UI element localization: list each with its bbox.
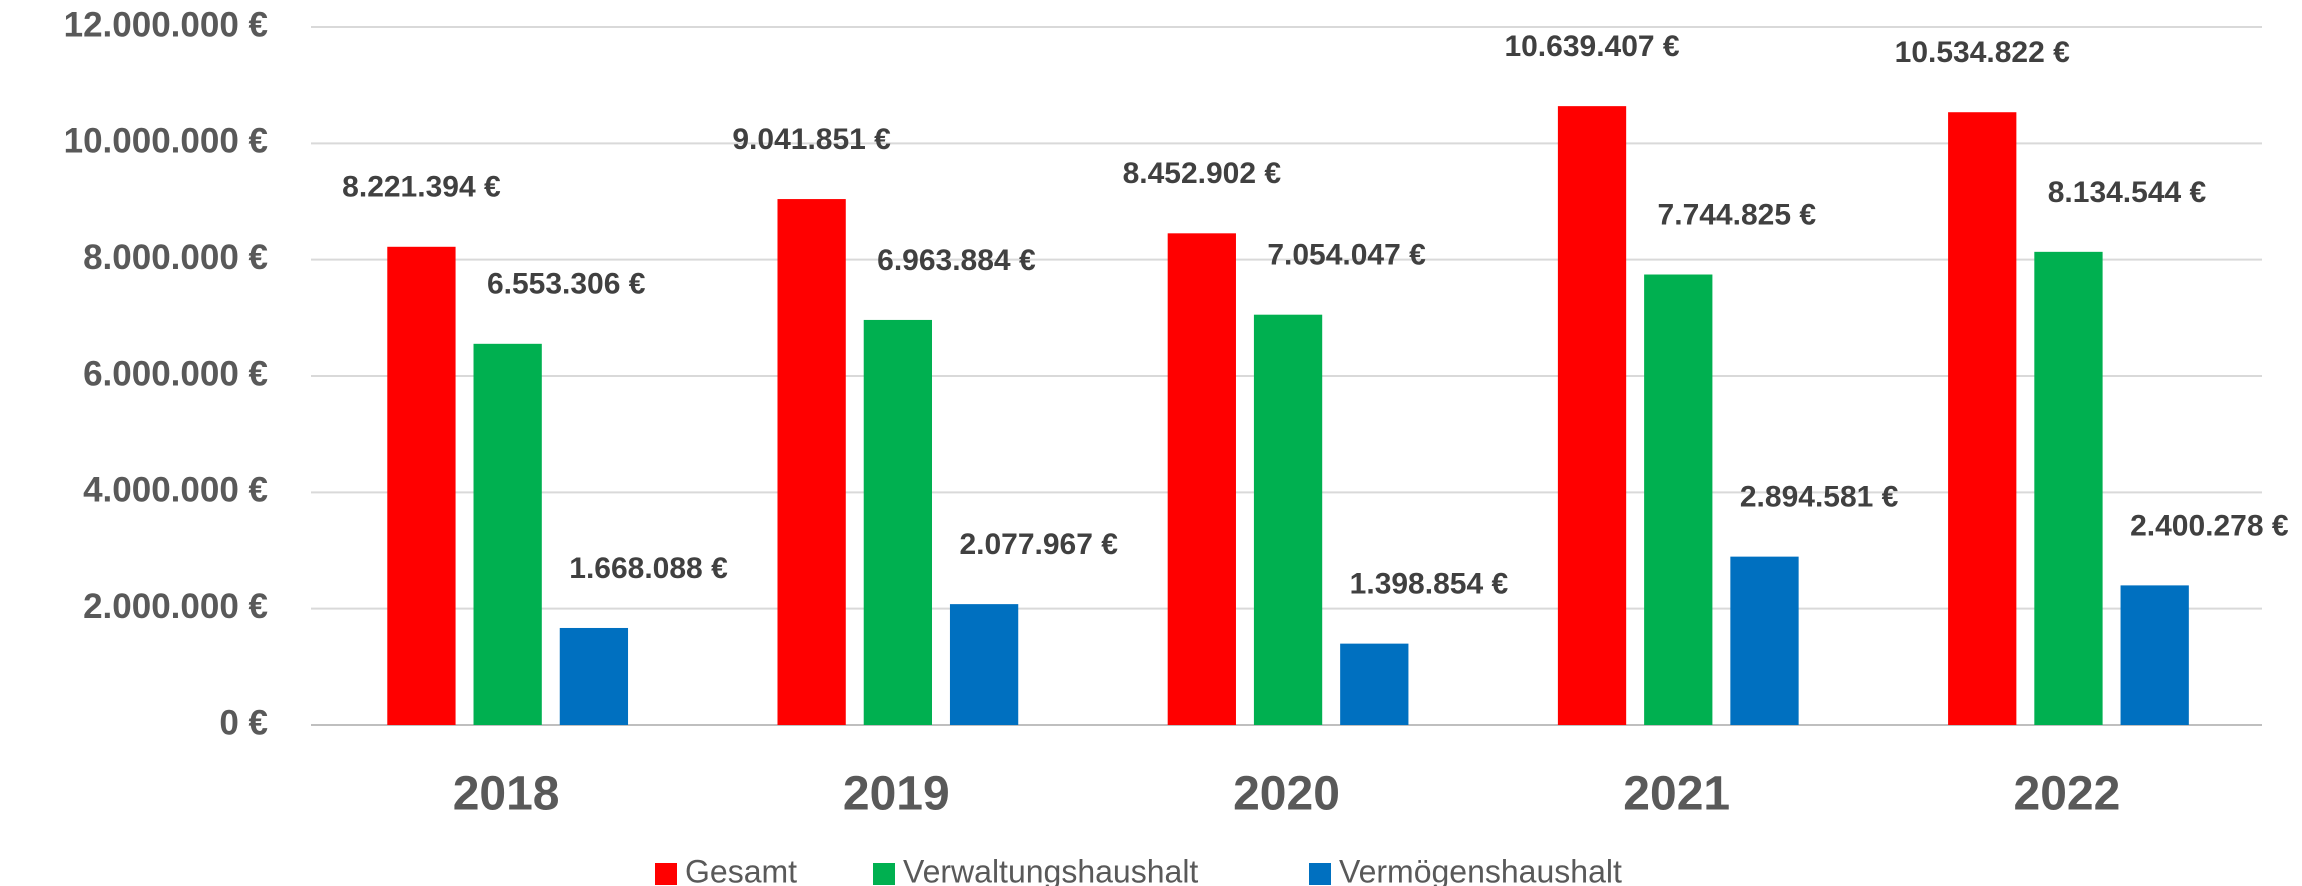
value-label: 1.398.854 € bbox=[1350, 568, 1509, 601]
value-label: 10.534.822 € bbox=[1895, 36, 2070, 69]
bar bbox=[1167, 233, 1236, 725]
legend-swatch bbox=[873, 863, 895, 885]
value-label: 8.221.394 € bbox=[342, 171, 501, 204]
legend-label: Verwaltungshaushalt bbox=[903, 853, 1198, 886]
legend-label: Vermögenshaushalt bbox=[1339, 853, 1622, 886]
bar bbox=[1557, 106, 1627, 725]
legend-swatch bbox=[1309, 863, 1331, 885]
x-tick-label: 2022 bbox=[2014, 768, 2121, 821]
value-label: 2.077.967 € bbox=[959, 528, 1118, 561]
value-label: 8.134.544 € bbox=[2048, 176, 2207, 209]
bar bbox=[387, 246, 456, 725]
value-label: 10.639.407 € bbox=[1504, 30, 1679, 63]
bar bbox=[949, 604, 1019, 725]
y-tick-label: 0 € bbox=[219, 703, 268, 742]
y-tick-label: 12.000.000 € bbox=[64, 5, 268, 44]
value-label: 8.452.902 € bbox=[1123, 157, 1282, 190]
value-label: 1.668.088 € bbox=[569, 552, 728, 585]
bar bbox=[559, 627, 629, 725]
legend-swatch bbox=[655, 863, 677, 885]
y-tick-label: 2.000.000 € bbox=[83, 587, 268, 626]
legend-label: Gesamt bbox=[685, 853, 797, 886]
bar bbox=[1253, 314, 1323, 725]
bar bbox=[2120, 585, 2189, 725]
bar bbox=[473, 343, 542, 725]
bar bbox=[1644, 274, 1713, 725]
x-tick-label: 2018 bbox=[453, 768, 560, 821]
y-tick-label: 8.000.000 € bbox=[83, 238, 268, 277]
x-tick-label: 2020 bbox=[1233, 768, 1340, 821]
value-label: 2.400.278 € bbox=[2130, 509, 2289, 542]
bar bbox=[863, 319, 933, 725]
value-label: 6.963.884 € bbox=[877, 244, 1036, 277]
x-tick-label: 2019 bbox=[843, 768, 950, 821]
x-tick-label: 2021 bbox=[1623, 768, 1730, 821]
value-label: 6.553.306 € bbox=[487, 268, 646, 301]
bar bbox=[2034, 251, 2103, 725]
bar bbox=[1340, 643, 1409, 725]
value-label: 7.054.047 € bbox=[1267, 239, 1426, 272]
bar bbox=[777, 199, 846, 725]
value-label: 9.041.851 € bbox=[732, 123, 891, 156]
y-tick-label: 4.000.000 € bbox=[83, 471, 268, 510]
y-tick-label: 10.000.000 € bbox=[64, 122, 268, 161]
value-label: 2.894.581 € bbox=[1740, 481, 1899, 514]
y-tick-label: 6.000.000 € bbox=[83, 354, 268, 393]
bar bbox=[1730, 556, 1799, 725]
value-label: 7.744.825 € bbox=[1658, 198, 1817, 231]
bar bbox=[1948, 112, 2017, 726]
